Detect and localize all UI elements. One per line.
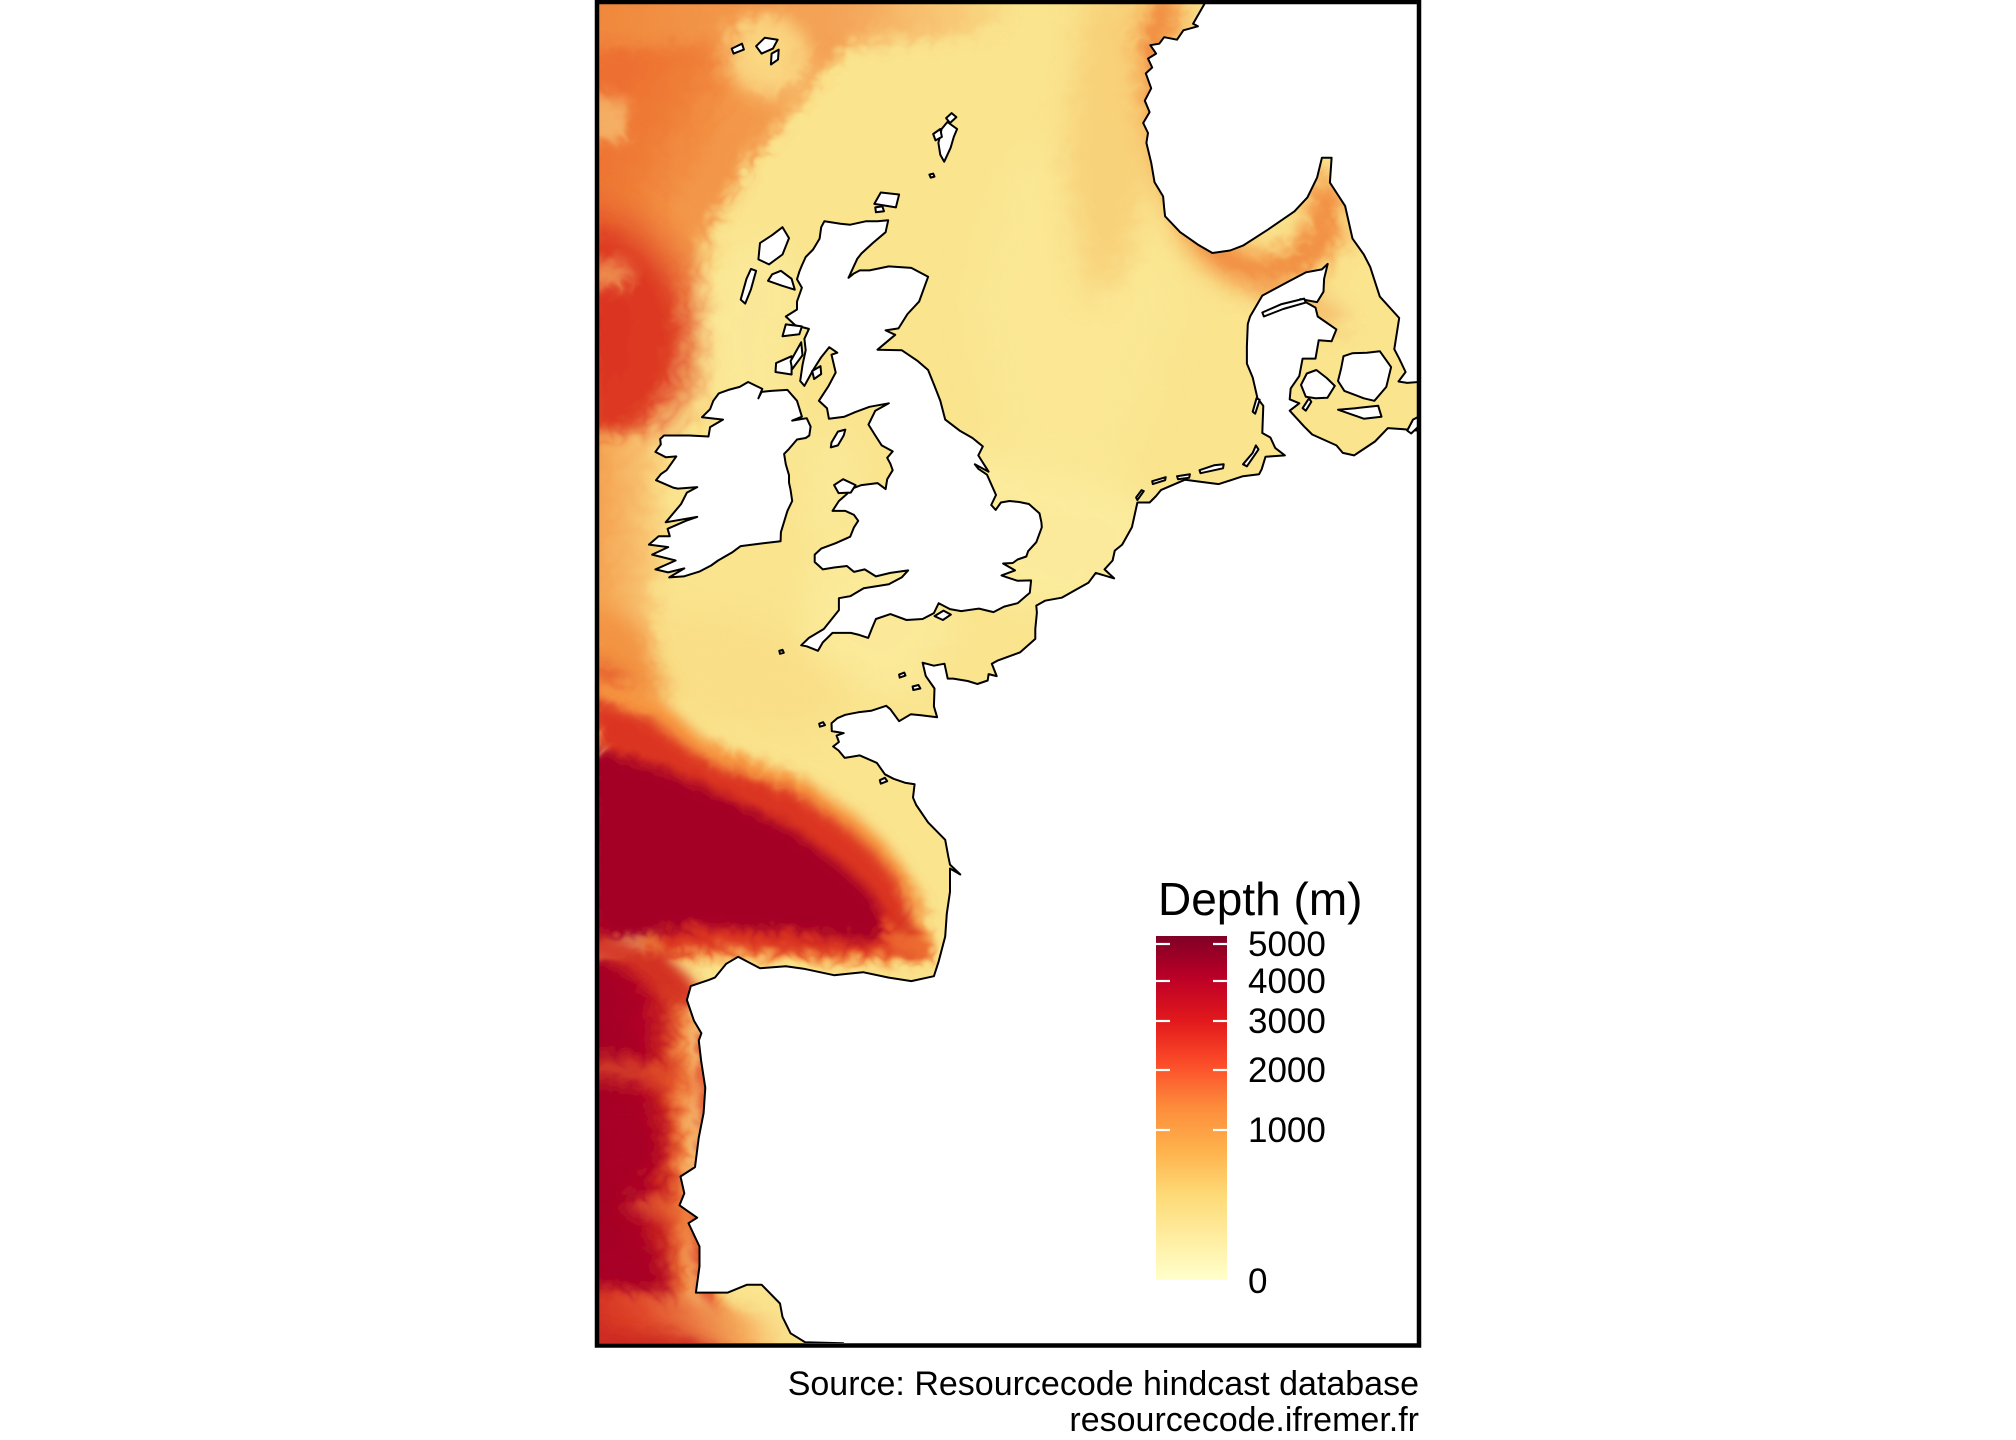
- svg-text:5000: 5000: [1248, 925, 1326, 964]
- svg-text:3000: 3000: [1248, 1002, 1326, 1041]
- svg-text:resourcecode.ifremer.fr: resourcecode.ifremer.fr: [1069, 1401, 1419, 1439]
- svg-text:1000: 1000: [1248, 1111, 1326, 1150]
- svg-text:Source: Resourcecode hindcast: Source: Resourcecode hindcast database: [788, 1365, 1419, 1403]
- svg-text:Depth (m): Depth (m): [1158, 873, 1362, 925]
- svg-text:0: 0: [1248, 1262, 1267, 1301]
- svg-text:2000: 2000: [1248, 1051, 1326, 1090]
- svg-text:4000: 4000: [1248, 962, 1326, 1001]
